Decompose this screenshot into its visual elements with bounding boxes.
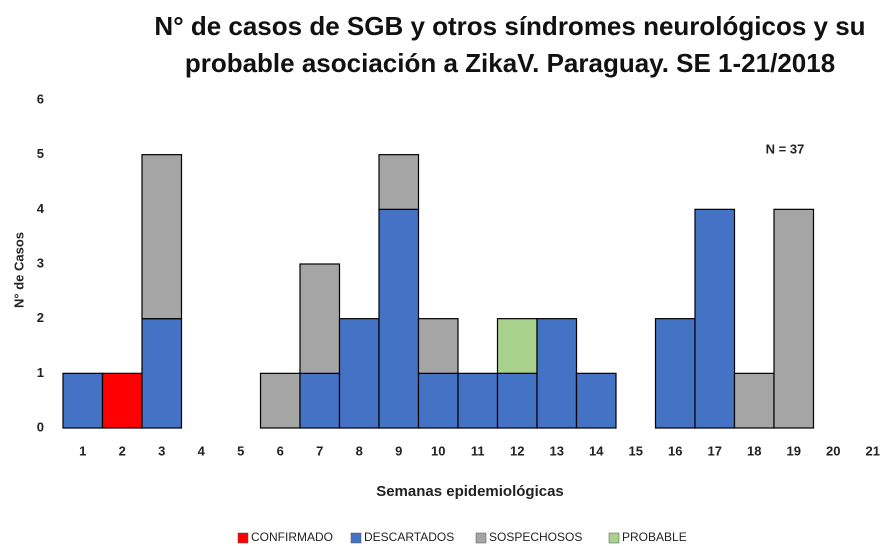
legend-swatch [608,532,620,544]
bar-segment [496,318,538,374]
bar-segment [457,372,499,429]
x-tick-label: 12 [510,443,524,458]
bar-segment [654,318,696,429]
x-tick-label: 19 [787,443,801,458]
x-tick-label: 11 [471,443,485,458]
legend-swatch [350,532,362,544]
bar-segment [733,372,775,429]
y-tick-label: 0 [37,419,44,434]
x-tick-label: 13 [550,443,564,458]
bar-segment [417,372,459,429]
legend-label: CONFIRMADO [251,530,333,544]
chart-title: N° de casos de SGB y otros síndromes neu… [154,11,866,78]
x-tick-label: 20 [826,443,840,458]
y-tick-label: 5 [37,146,44,161]
x-tick-label: 21 [866,443,880,458]
x-axis-label: Semanas epidemiológicas [376,483,564,500]
bar-segment [536,318,578,429]
x-tick-label: 4 [198,443,206,458]
x-tick-label: 1 [79,443,86,458]
x-tick-label: 2 [119,443,126,458]
x-tick-label: 7 [316,443,323,458]
legend-label: PROBABLE [622,530,687,544]
x-tick-label: 9 [395,443,402,458]
x-tick-label: 14 [589,443,604,458]
bar-segment [694,208,736,429]
bar-segment [62,372,104,429]
bar-segment [259,372,301,429]
legend-label: SOSPECHOSOS [489,530,582,544]
x-tick-label: 16 [668,443,682,458]
y-tick-label: 6 [37,91,44,106]
bar-segment [299,372,341,429]
x-tick-label: 17 [708,443,722,458]
bar-segment [299,263,341,374]
x-tick-label: 8 [356,443,363,458]
annotation: N = 37 [766,141,805,156]
y-axis-label: N° de Casos [11,232,26,308]
legend-label: DESCARTADOS [364,530,454,544]
bar-segment [338,318,380,429]
bar-segment [101,372,143,429]
bar-segment [141,154,183,320]
x-tick-label: 18 [747,443,761,458]
bar-segment [575,372,617,429]
y-tick-label: 3 [37,255,44,270]
bar-segment [378,208,420,429]
x-tick-label: 3 [158,443,165,458]
bar-segment [378,154,420,210]
y-tick-label: 1 [37,365,44,380]
bar-segment [496,372,538,429]
legend-swatch [237,532,249,544]
x-tick-label: 10 [431,443,445,458]
y-tick-label: 4 [37,201,45,216]
bar-segment [141,318,183,429]
x-tick-label: 15 [629,443,643,458]
x-tick-label: 6 [277,443,284,458]
x-tick-label: 5 [237,443,244,458]
y-tick-label: 2 [37,310,44,325]
bar-segment [773,208,815,429]
legend-swatch [475,532,487,544]
bar-segment [417,318,459,374]
